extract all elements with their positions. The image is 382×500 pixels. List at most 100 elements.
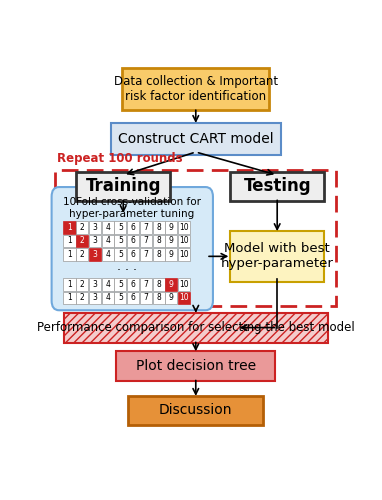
Bar — [102, 278, 114, 290]
Bar — [165, 235, 177, 247]
Text: 6: 6 — [131, 236, 136, 246]
Text: 2: 2 — [80, 236, 85, 246]
Bar — [140, 292, 152, 304]
FancyBboxPatch shape — [76, 172, 170, 201]
Text: 1: 1 — [67, 294, 72, 302]
Bar — [114, 248, 126, 260]
Text: 9: 9 — [169, 236, 174, 246]
Bar — [140, 235, 152, 247]
Text: 10: 10 — [179, 280, 189, 289]
Bar — [76, 278, 88, 290]
Text: 9: 9 — [169, 250, 174, 259]
Bar — [76, 292, 88, 304]
Text: 4: 4 — [105, 236, 110, 246]
Bar — [127, 235, 139, 247]
Text: 5: 5 — [118, 223, 123, 232]
Text: 5: 5 — [118, 250, 123, 259]
Bar — [114, 235, 126, 247]
Text: 5: 5 — [118, 236, 123, 246]
Bar — [63, 235, 76, 247]
Text: 4: 4 — [105, 223, 110, 232]
Bar — [102, 248, 114, 260]
Bar — [89, 235, 101, 247]
Bar — [178, 278, 190, 290]
FancyBboxPatch shape — [117, 352, 275, 380]
Text: 6: 6 — [131, 294, 136, 302]
Text: 1: 1 — [67, 236, 72, 246]
Bar — [89, 278, 101, 290]
Bar — [114, 222, 126, 234]
Text: 9: 9 — [169, 223, 174, 232]
Text: 3: 3 — [92, 223, 97, 232]
Text: Testing: Testing — [243, 178, 311, 196]
Text: 9: 9 — [169, 294, 174, 302]
Text: 8: 8 — [156, 223, 161, 232]
Text: Construct CART model: Construct CART model — [118, 132, 274, 146]
Bar — [152, 292, 165, 304]
Text: 10: 10 — [179, 223, 189, 232]
Bar — [178, 248, 190, 260]
Bar — [76, 248, 88, 260]
Bar — [127, 292, 139, 304]
Text: · · ·: · · · — [117, 264, 137, 278]
Text: 7: 7 — [144, 294, 148, 302]
Bar — [178, 292, 190, 304]
Text: 6: 6 — [131, 280, 136, 289]
Bar — [63, 278, 76, 290]
Text: 6: 6 — [131, 250, 136, 259]
Bar — [140, 278, 152, 290]
Text: 8: 8 — [156, 280, 161, 289]
Text: 7: 7 — [144, 280, 148, 289]
Bar — [102, 235, 114, 247]
Text: 10: 10 — [179, 250, 189, 259]
Text: 7: 7 — [144, 250, 148, 259]
FancyBboxPatch shape — [230, 172, 324, 201]
Bar — [102, 222, 114, 234]
Text: 4: 4 — [105, 294, 110, 302]
Bar — [140, 248, 152, 260]
Bar — [63, 248, 76, 260]
Bar — [89, 292, 101, 304]
Text: Model with best
hyper-parameter: Model with best hyper-parameter — [221, 242, 333, 270]
Text: Plot decision tree: Plot decision tree — [136, 359, 256, 373]
Bar — [165, 278, 177, 290]
Text: 3: 3 — [92, 236, 97, 246]
Bar — [63, 292, 76, 304]
Text: 6: 6 — [131, 223, 136, 232]
Bar — [89, 222, 101, 234]
Bar — [102, 292, 114, 304]
Text: Performance comparison for selecting the best model: Performance comparison for selecting the… — [37, 321, 354, 334]
FancyBboxPatch shape — [64, 312, 328, 342]
Text: Repeat 100 rounds: Repeat 100 rounds — [57, 152, 182, 164]
Text: 5: 5 — [118, 294, 123, 302]
Text: 8: 8 — [156, 294, 161, 302]
Text: Discussion: Discussion — [159, 404, 233, 417]
FancyBboxPatch shape — [128, 396, 263, 425]
FancyBboxPatch shape — [52, 187, 213, 310]
Bar — [127, 278, 139, 290]
Bar — [114, 278, 126, 290]
Bar — [89, 248, 101, 260]
Text: 10Fold cross-validation for
hyper-parameter tuning: 10Fold cross-validation for hyper-parame… — [63, 198, 201, 219]
Bar — [152, 222, 165, 234]
Text: 4: 4 — [105, 250, 110, 259]
Bar — [63, 222, 76, 234]
Text: 2: 2 — [80, 250, 85, 259]
Bar — [55, 170, 337, 306]
Bar — [76, 222, 88, 234]
Text: 9: 9 — [169, 280, 174, 289]
Text: 10: 10 — [179, 294, 189, 302]
Bar — [76, 235, 88, 247]
Text: 7: 7 — [144, 236, 148, 246]
FancyBboxPatch shape — [122, 68, 269, 110]
Bar — [140, 222, 152, 234]
Bar — [152, 235, 165, 247]
FancyBboxPatch shape — [110, 123, 281, 155]
Bar — [127, 222, 139, 234]
Bar — [178, 222, 190, 234]
Bar — [127, 248, 139, 260]
Bar — [165, 292, 177, 304]
Text: 5: 5 — [118, 280, 123, 289]
Text: 8: 8 — [156, 236, 161, 246]
Text: 7: 7 — [144, 223, 148, 232]
